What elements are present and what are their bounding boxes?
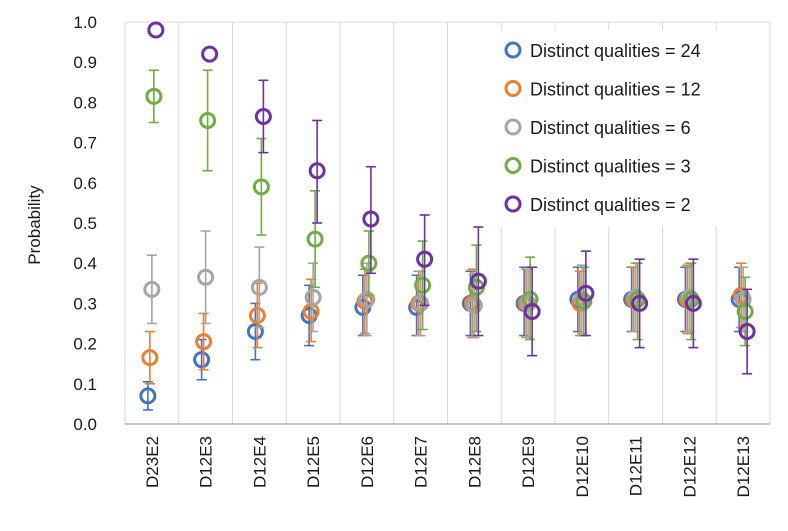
legend-label: Distinct qualities = 12 [530,80,701,100]
series-group [141,262,750,385]
y-tick-label: 1.0 [73,13,97,32]
x-tick-label: D12E8 [465,436,484,488]
legend-marker [504,195,522,213]
data-point [360,254,378,272]
x-tick-label: D12E4 [250,436,269,488]
y-tick-label: 0.5 [73,214,97,233]
data-point [306,230,324,248]
series-group [139,266,748,411]
x-tick-label: D12E12 [680,436,699,497]
data-point [252,178,270,196]
legend-marker [504,41,522,59]
x-tick-label: D12E10 [573,436,592,497]
data-point [358,290,376,308]
data-point [248,306,266,324]
data-point [362,210,380,228]
legend-label: Distinct qualities = 24 [530,41,701,61]
data-point [193,351,211,369]
data-point [736,302,754,320]
x-tick-label: D12E13 [734,436,753,497]
data-point [250,278,268,296]
data-point [197,268,215,286]
data-point [414,276,432,294]
legend-label: Distinct qualities = 2 [530,195,691,215]
y-tick-label: 0.4 [73,254,97,273]
data-point [575,292,593,310]
data-point [308,162,326,180]
x-tick-label: D12E9 [519,436,538,488]
legend-background [492,30,768,227]
legend-marker [504,80,522,97]
data-point [147,21,165,39]
legend-label: Distinct qualities = 6 [530,118,691,138]
y-tick-label: 0.1 [73,375,97,394]
data-point [304,288,322,306]
data-point [577,284,595,302]
data-point [463,294,481,312]
y-tick-label: 0.8 [73,93,97,112]
data-point [356,292,374,310]
data-point [143,280,161,298]
y-tick-label: 0.3 [73,294,97,313]
series-group [147,21,756,375]
data-point [195,333,213,351]
data-point [523,302,541,320]
data-point [139,387,157,405]
x-tick-label: D12E6 [358,436,377,488]
data-point [199,111,217,129]
axis-layer: 0.0 0.1 0.2 0.3 0.4 0.5 0.6 0.7 0.8 0.9 1.0 D23E2 D1… [73,13,770,497]
y-tick-label: 0.6 [73,174,97,193]
data-point [412,294,430,312]
legend-marker [504,118,522,136]
data-point [465,296,483,314]
data-point [246,323,264,341]
x-tick-label: D12E5 [304,436,323,488]
x-tick-label: D23E2 [143,436,162,488]
y-axis-title: Probability [25,185,44,265]
data-point [734,290,752,308]
data-point [631,294,649,312]
x-tick-label: D12E11 [627,436,646,496]
data-point [521,290,539,308]
legend-label: Distinct qualities = 3 [530,157,691,177]
data-point [145,87,163,105]
data-point [684,294,702,312]
x-tick-label: D12E3 [197,436,216,488]
data-point [201,45,219,63]
legend-marker [504,157,522,174]
data-point [254,107,272,125]
data-point [416,250,434,268]
data-point [738,323,756,341]
data-point [141,349,159,367]
series-layer [139,21,756,411]
y-tick-label: 0.7 [73,134,97,153]
legend: Distinct qualities = 24 Distinct qualitie… [492,30,768,227]
data-point [469,272,487,290]
y-tick-label: 0.2 [73,335,97,354]
series-group [143,230,752,339]
y-tick-label: 0.0 [73,415,97,434]
x-tick-label: D12E7 [412,436,431,488]
y-tick-label: 0.9 [73,53,97,72]
